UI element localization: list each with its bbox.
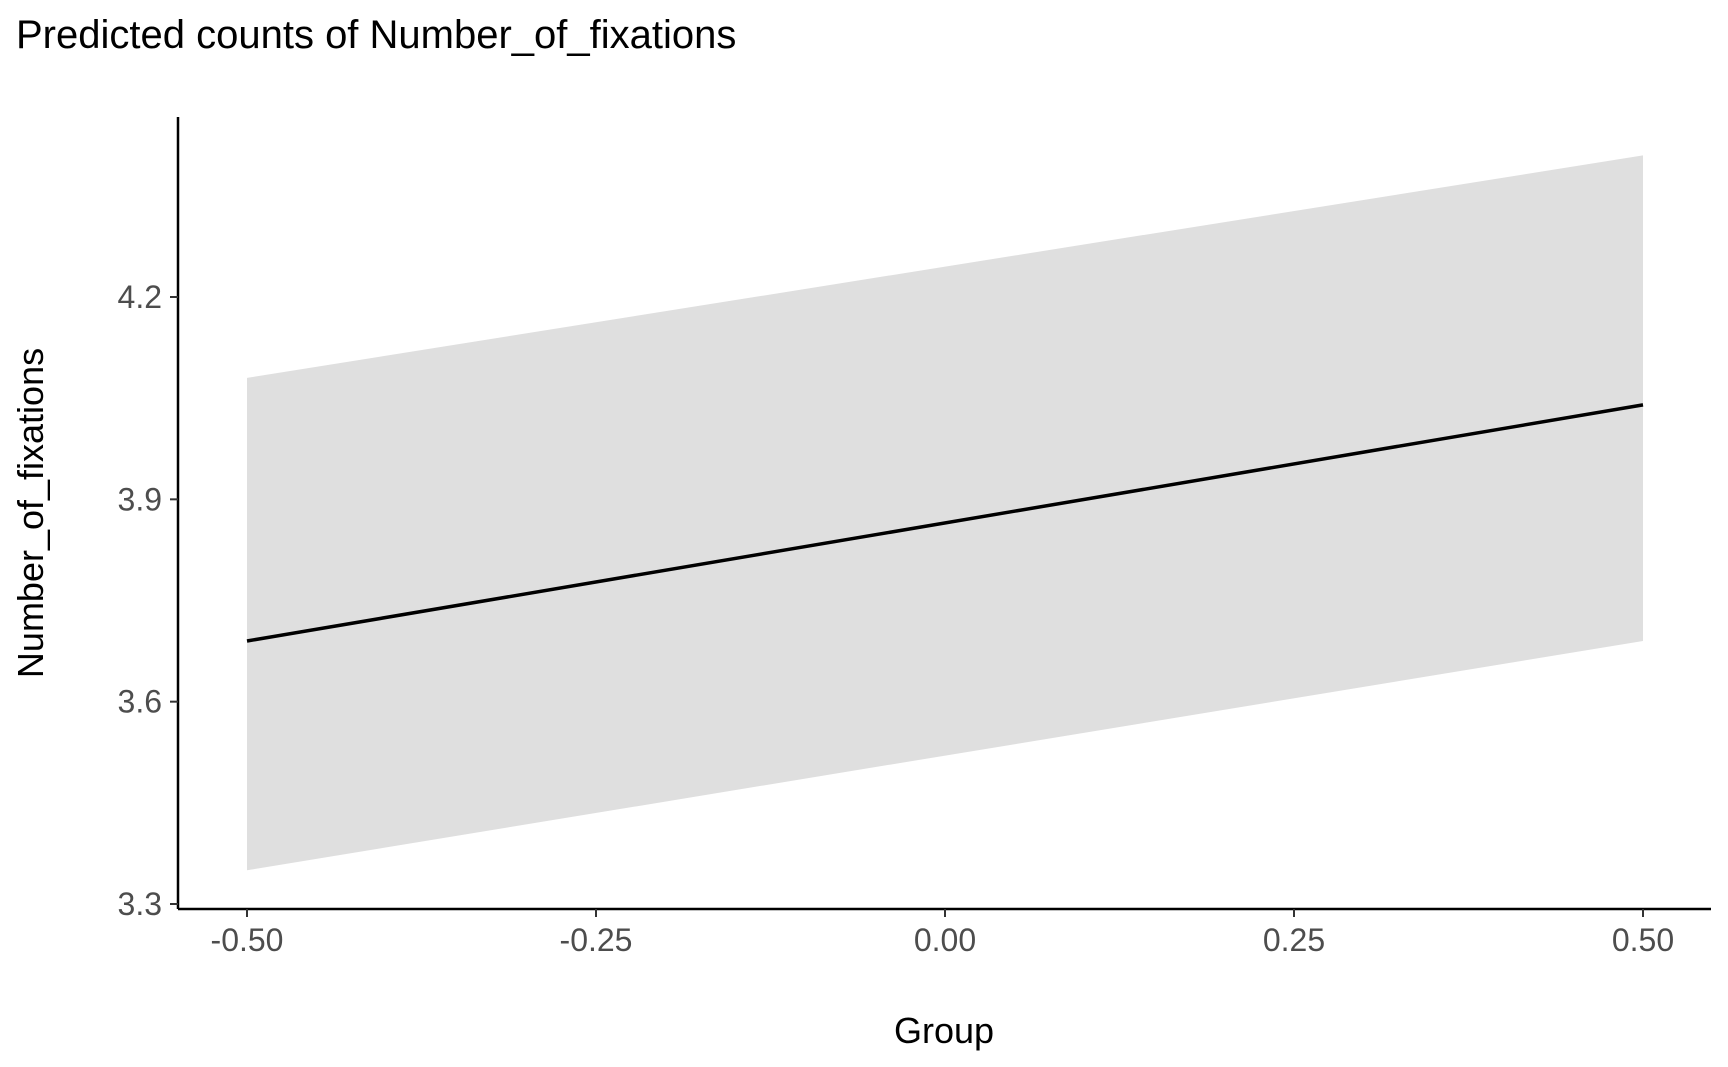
x-tick-label: -0.50 xyxy=(211,922,284,958)
x-tick-label: 0.00 xyxy=(914,922,976,958)
prediction-line-0 xyxy=(246,403,1644,643)
y-axis-title: Number_of_fixations xyxy=(10,348,51,678)
chart-title: Predicted counts of Number_of_fixations xyxy=(16,13,736,57)
y-tick-label: 3.6 xyxy=(118,684,162,720)
confidence-band-0 xyxy=(247,155,1643,871)
y-tick-label: 4.2 xyxy=(118,279,162,315)
x-tick-label: -0.25 xyxy=(560,922,633,958)
plot-area xyxy=(246,155,1644,871)
y-tick-label: 3.9 xyxy=(118,481,162,517)
x-axis-ticks: -0.50 -0.25 0.00 0.25 0.50 xyxy=(211,909,1674,958)
x-axis-title: Group xyxy=(894,1010,994,1051)
x-tick-label: 0.50 xyxy=(1612,922,1674,958)
x-tick-label: 0.25 xyxy=(1263,922,1325,958)
y-tick-label: 3.3 xyxy=(118,886,162,922)
y-axis-ticks: 3.3 3.6 3.9 4.2 xyxy=(118,279,178,922)
